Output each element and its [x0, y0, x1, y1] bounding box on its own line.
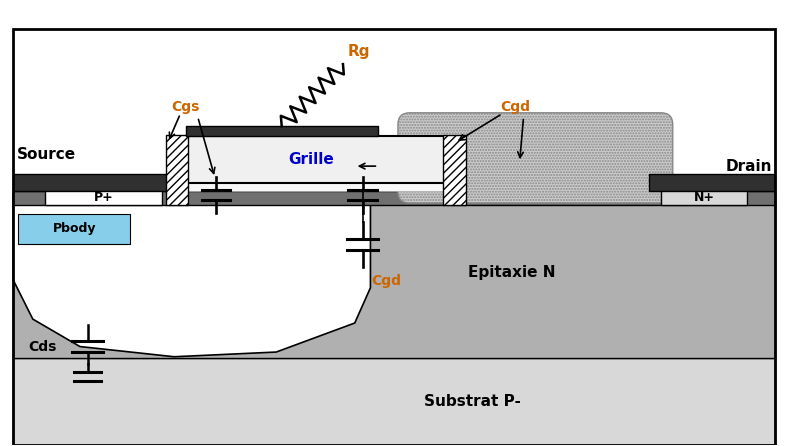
Bar — [45, 190, 162, 205]
Text: Cds: Cds — [28, 339, 57, 354]
Bar — [186, 136, 445, 183]
Bar — [661, 190, 747, 205]
Text: P+: P+ — [94, 191, 113, 204]
Bar — [186, 183, 445, 191]
Bar — [649, 174, 775, 191]
Text: N+: N+ — [693, 191, 715, 204]
Text: Cgd: Cgd — [500, 100, 530, 114]
FancyBboxPatch shape — [398, 113, 673, 203]
Bar — [13, 174, 178, 191]
Text: Rg: Rg — [348, 44, 370, 59]
Text: Drain: Drain — [726, 159, 772, 173]
Text: Cgs: Cgs — [172, 100, 200, 114]
Text: Epitaxie N: Epitaxie N — [468, 264, 556, 280]
Bar — [13, 194, 775, 358]
Text: Cgd: Cgd — [371, 274, 401, 289]
Text: Grille: Grille — [288, 153, 334, 167]
Bar — [443, 135, 466, 205]
Text: Source: Source — [17, 147, 76, 162]
Bar — [186, 126, 378, 136]
FancyBboxPatch shape — [18, 214, 130, 244]
Bar — [13, 358, 775, 445]
Text: Substrat P-: Substrat P- — [424, 394, 521, 409]
Bar — [13, 191, 775, 205]
Text: Pbody: Pbody — [53, 223, 96, 235]
Polygon shape — [13, 194, 370, 357]
Bar — [166, 135, 188, 205]
